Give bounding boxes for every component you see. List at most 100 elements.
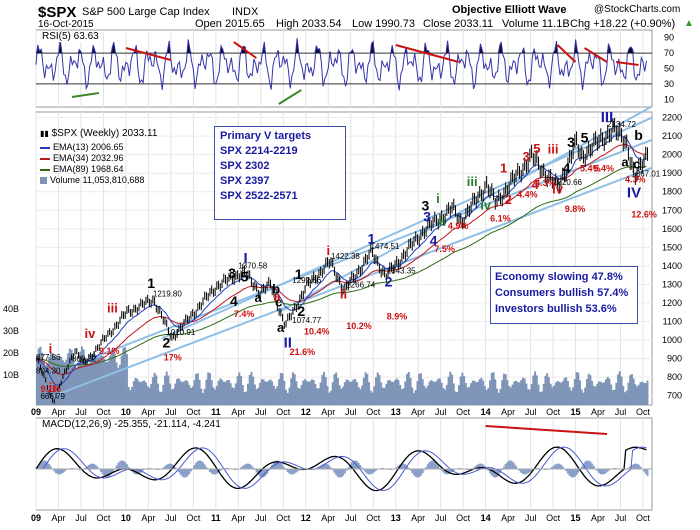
macd-histogram-bar [170, 463, 173, 469]
volume-bar [231, 387, 234, 405]
macd-histogram-bar [478, 463, 481, 469]
volume-bar [527, 389, 530, 405]
macd-histogram-bar [587, 460, 590, 469]
x-tick-label: 10 [121, 513, 131, 523]
x-tick-label: Jul [435, 513, 447, 523]
price-label: 869.32 [72, 354, 97, 363]
wave-label: 3 [567, 134, 575, 150]
macd-histogram-bar [577, 469, 580, 473]
x-tick-label: Jul [525, 513, 537, 523]
volume-bar [532, 375, 535, 405]
macd-histogram-bar [186, 469, 189, 477]
volume-bar [82, 349, 85, 405]
volume-bar [193, 380, 196, 405]
macd-histogram-bar [636, 463, 639, 469]
volume-bar [74, 365, 77, 405]
macd-histogram-bar [215, 469, 218, 474]
volume-bar [442, 388, 445, 405]
y-tick-label: 1100 [663, 317, 682, 327]
rsi-tick-label: 90 [664, 33, 674, 43]
macd-histogram-bar [582, 463, 585, 469]
wave-label: 5 [241, 269, 249, 285]
volume-bar [622, 385, 625, 405]
volume-bar [530, 383, 533, 405]
y-tick-label: 1600 [662, 224, 682, 234]
macd-histogram-bar [279, 462, 282, 469]
volume-bar [591, 381, 594, 405]
volume-tick-label: 40B [3, 304, 19, 314]
volume-bar [376, 372, 379, 405]
macd-histogram-bar [202, 462, 205, 469]
volume-bar [257, 387, 260, 405]
volume-bar [516, 382, 519, 405]
percent-label: 4.3% [625, 174, 646, 184]
volume-bar [572, 387, 575, 405]
volume-bar [428, 381, 431, 405]
volume-bar [480, 377, 483, 405]
volume-bar [347, 380, 350, 405]
bars-icon: ▮▮ [40, 129, 49, 138]
macd-histogram-bar [643, 469, 646, 472]
volume-bar [122, 347, 125, 405]
macd-histogram-bar [291, 469, 294, 475]
volume-bar [468, 386, 471, 405]
volume-bar [58, 356, 61, 405]
percent-label: 4.9% [448, 221, 469, 231]
wave-label: iv [480, 197, 492, 212]
rsi-label: RSI(5) 63.63 [42, 31, 99, 42]
volume-bar [599, 381, 602, 405]
volume-bar [535, 375, 538, 405]
wave-label: c [633, 157, 640, 172]
x-tick-label: Jul [165, 407, 177, 417]
x-tick-label: Apr [141, 407, 155, 417]
wave-label: i [326, 243, 330, 258]
volume-bar [36, 357, 38, 405]
macd-histogram-bar [326, 464, 329, 469]
rsi-divergence-line [278, 89, 302, 105]
volume-bar [646, 380, 649, 405]
volume-bar [314, 384, 317, 405]
volume-bar [309, 381, 312, 405]
volume-bar [266, 381, 269, 405]
x-tick-label: Oct [276, 513, 291, 523]
volume-bar [113, 353, 116, 405]
volume-bar [494, 379, 497, 405]
volume-bar [77, 361, 80, 405]
price-label: 1219.80 [153, 289, 182, 298]
volume-bar [551, 387, 554, 405]
volume-bar [374, 377, 377, 405]
macd-histogram-bar [188, 469, 191, 475]
macd-histogram-bar [566, 469, 569, 474]
volume-bar [397, 380, 400, 405]
wave-label: iii [107, 300, 118, 315]
x-tick-label: Apr [51, 513, 65, 523]
volume-bar [290, 378, 293, 405]
macd-histogram-bar [572, 469, 575, 478]
volume-bar [362, 377, 365, 405]
macd-histogram-bar [573, 469, 576, 477]
volume-bar [404, 381, 407, 405]
wave-label: ii [49, 380, 56, 395]
macd-divergence-line [485, 425, 608, 435]
sentiment-investors: Investors bullish 53.6% [495, 303, 617, 315]
macd-histogram-bar [432, 460, 435, 469]
volume-bar [323, 372, 326, 405]
rsi-divergence-line [395, 44, 459, 63]
percent-label: 9.1% [40, 384, 61, 394]
macd-histogram-bar [288, 469, 291, 474]
macd-histogram-bar [189, 469, 192, 472]
volume-bar [349, 381, 352, 405]
volume-bar [542, 383, 545, 405]
volume-bar [84, 357, 87, 405]
volume-bar [132, 381, 135, 405]
rsi-divergence-line [584, 47, 608, 63]
macd-histogram-bar [214, 469, 217, 475]
volume-bar [490, 372, 493, 405]
volume-bar [537, 384, 540, 405]
volume-bar [354, 378, 357, 405]
volume-bar [623, 392, 626, 405]
y-tick-label: 2100 [662, 131, 682, 141]
volume-bar [430, 380, 433, 405]
wave-label: 1 [147, 275, 155, 291]
percent-label: 10.2% [346, 321, 372, 331]
